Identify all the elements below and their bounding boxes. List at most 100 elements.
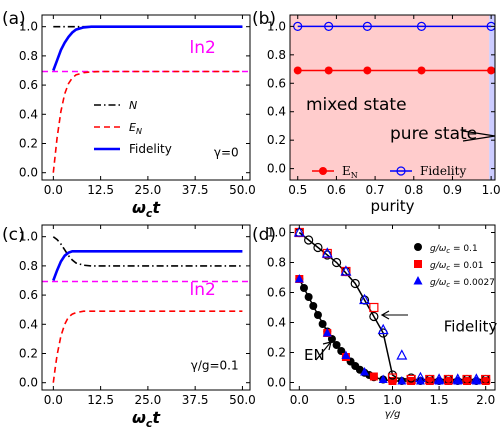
plot-area bbox=[293, 226, 491, 385]
series-0-point bbox=[299, 284, 308, 292]
legend-marker-d-2 bbox=[413, 276, 423, 285]
series-4-point bbox=[387, 373, 398, 383]
x-axis-label: γ/g bbox=[385, 409, 401, 420]
series-1-point bbox=[416, 21, 427, 31]
series-4-point bbox=[406, 374, 416, 385]
series-1-point bbox=[362, 21, 372, 31]
x-tick-label: 0.0 bbox=[44, 393, 63, 407]
x-axis-label: ωct bbox=[132, 408, 161, 427]
x-tick-label: 1.5 bbox=[430, 393, 449, 407]
series-2-point bbox=[360, 367, 370, 376]
y-tick-label: 0.4 bbox=[19, 317, 38, 331]
x-axis-label: ωct bbox=[132, 198, 161, 220]
x-tick-label: 0.5 bbox=[288, 183, 307, 197]
series-1-point bbox=[324, 21, 334, 31]
series-2-point bbox=[453, 376, 463, 385]
series-0-point bbox=[417, 66, 426, 75]
series-0-point bbox=[309, 302, 318, 310]
y-tick-label: 1.0 bbox=[267, 226, 286, 240]
series-0-point bbox=[293, 66, 302, 75]
x-tick-label: 50.0 bbox=[229, 183, 256, 197]
x-tick-label: 1.0 bbox=[383, 393, 402, 407]
region-label-pure: pure state bbox=[390, 124, 477, 144]
x-tick-label: 37.5 bbox=[182, 393, 209, 407]
series-1-line bbox=[52, 310, 243, 383]
legend-label-d-0: g/ωc = 0.1 bbox=[430, 244, 478, 255]
region-label-mixed: mixed state bbox=[306, 95, 407, 115]
pure-state-arrow bbox=[462, 130, 496, 142]
series-1-point bbox=[463, 377, 472, 385]
series-5-point bbox=[293, 226, 305, 237]
x-axis-label: purity bbox=[370, 197, 414, 215]
x-tick-label: 0.9 bbox=[443, 183, 462, 197]
series-0-point bbox=[304, 293, 313, 301]
y-tick-label: 0.4 bbox=[267, 316, 286, 330]
x-tick-label: 12.5 bbox=[87, 393, 114, 407]
y-tick-label: 0.6 bbox=[267, 286, 286, 300]
y-tick-label: 0.0 bbox=[19, 166, 38, 180]
x-tick-label: 37.5 bbox=[182, 183, 209, 197]
y-tick-label: 0.6 bbox=[19, 288, 38, 302]
series-5-point bbox=[340, 265, 352, 276]
theory-curve-1 bbox=[298, 231, 486, 381]
legend-marker-d-1 bbox=[414, 260, 422, 268]
panel-c: 0.0 12.5 25.0 37.5 50.0 0.0 0.2 0.4 0.6 0.8 1.0(c)… bbox=[2, 224, 256, 427]
legend-label-d-2: g/ωc = 0.0027 bbox=[430, 278, 495, 289]
y-tick-label: 0.0 bbox=[19, 376, 38, 390]
series-0-point bbox=[487, 66, 495, 75]
legend-label-0: N bbox=[129, 99, 137, 112]
series-2-point bbox=[322, 328, 332, 337]
legend-marker-b-1 bbox=[396, 166, 406, 176]
annotation-1: γ/g=0.1 bbox=[191, 359, 239, 373]
series-4-point bbox=[425, 374, 435, 385]
panel-a: 0.0 12.5 25.0 37.5 50.0 0.0 0.2 0.4 0.6 0.8 1.0(a)… bbox=[2, 9, 256, 220]
y-tick-label: 1.0 bbox=[19, 20, 38, 34]
x-tick-label: 2.0 bbox=[476, 393, 495, 407]
panel-d: 0.0 0.5 1.0 1.5 2.00.00.20.40.60.81.0(d)γ/gF… bbox=[252, 224, 498, 420]
series-3-point bbox=[313, 242, 323, 253]
series-2-line bbox=[52, 25, 243, 71]
series-0-point bbox=[324, 66, 333, 75]
series-2-point bbox=[471, 376, 481, 385]
series-3-point bbox=[369, 311, 379, 322]
series-1-point bbox=[486, 21, 495, 31]
x-tick-label: 1.0 bbox=[482, 183, 500, 197]
x-tick-label: 25.0 bbox=[135, 183, 162, 197]
series-2-point bbox=[397, 376, 407, 385]
series-5-point bbox=[452, 373, 464, 384]
plot-frame bbox=[41, 224, 251, 391]
annotation-0: Fidelity bbox=[444, 318, 498, 336]
y-tick-label: 0.2 bbox=[267, 133, 286, 147]
y-tick-label: 0.4 bbox=[267, 105, 286, 119]
series-4-point bbox=[369, 302, 379, 313]
x-tick-label: 12.5 bbox=[87, 183, 114, 197]
y-tick-label: 0.8 bbox=[267, 256, 286, 270]
x-tick-label: 0.7 bbox=[366, 183, 385, 197]
series-1-point bbox=[407, 377, 416, 385]
y-tick-label: 0.8 bbox=[19, 259, 38, 273]
series-5-point bbox=[396, 349, 408, 360]
x-tick-label: 25.0 bbox=[135, 393, 162, 407]
legend-marker-d-0 bbox=[414, 243, 422, 251]
legend-label-2: Fidelity bbox=[129, 142, 172, 156]
x-tick-label: 0.5 bbox=[336, 393, 355, 407]
x-tick-label: 0.6 bbox=[327, 183, 346, 197]
series-4-point bbox=[443, 374, 454, 385]
x-tick-label: 0.0 bbox=[44, 183, 63, 197]
legend-label-b-fidelity: Fidelity bbox=[420, 164, 466, 178]
panel-label: (d) bbox=[252, 225, 276, 245]
legend-label-d-1: g/ωc = 0.01 bbox=[430, 261, 483, 272]
x-tick-label: 0.0 bbox=[290, 393, 309, 407]
plot-area bbox=[42, 236, 250, 383]
plot-frame bbox=[289, 14, 496, 181]
plot-area bbox=[42, 25, 250, 173]
y-tick-label: 0.2 bbox=[19, 346, 38, 360]
y-tick-label: 0.8 bbox=[19, 49, 38, 63]
x-tick-label: 50.0 bbox=[229, 393, 256, 407]
panel-b: 0.5 0.6 0.7 0.8 0.9 1.00.00.20.40.60.81.0(b)p… bbox=[252, 9, 500, 215]
plot-area bbox=[290, 15, 495, 180]
series-0-point bbox=[332, 341, 341, 349]
series-2-point bbox=[415, 376, 425, 385]
series-2-line bbox=[52, 250, 243, 281]
region-mixed bbox=[290, 15, 490, 180]
